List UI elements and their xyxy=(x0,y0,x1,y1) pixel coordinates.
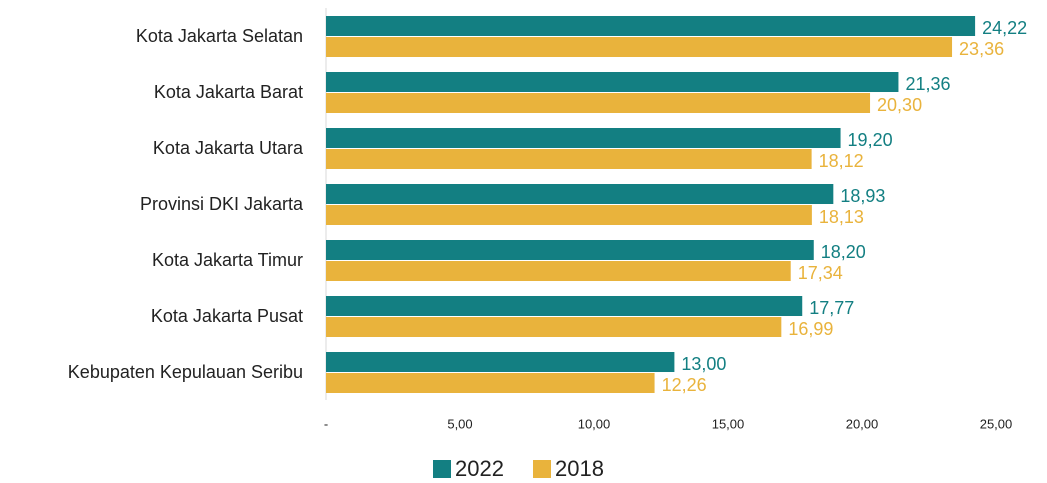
bar xyxy=(326,240,814,260)
bar xyxy=(326,373,655,393)
value-label: 12,26 xyxy=(662,375,707,395)
legend-swatch xyxy=(433,460,451,478)
bar xyxy=(326,261,791,281)
legend-label: 2018 xyxy=(555,456,604,481)
bar xyxy=(326,149,812,169)
value-label: 18,20 xyxy=(821,242,866,262)
y-tick-label: Kota Jakarta Pusat xyxy=(151,306,303,326)
value-label: 23,36 xyxy=(959,39,1004,59)
bar xyxy=(326,317,782,337)
x-tick-label: 5,00 xyxy=(447,416,472,431)
bar xyxy=(326,205,812,225)
value-label: 17,77 xyxy=(809,298,854,318)
y-tick-label: Kota Jakarta Utara xyxy=(153,138,304,158)
y-tick-label: Kota Jakarta Timur xyxy=(152,250,303,270)
y-tick-label: Kota Jakarta Barat xyxy=(154,82,303,102)
value-label: 18,13 xyxy=(819,207,864,227)
x-tick-label: 25,00 xyxy=(980,416,1013,431)
x-tick-label: - xyxy=(324,416,328,431)
bar xyxy=(326,37,953,57)
bar xyxy=(326,93,871,113)
legend-swatch xyxy=(533,460,551,478)
value-label: 21,36 xyxy=(905,74,950,94)
value-label: 16,99 xyxy=(788,319,833,339)
bar xyxy=(326,72,899,92)
bar xyxy=(326,184,834,204)
value-label: 20,30 xyxy=(877,95,922,115)
x-tick-label: 15,00 xyxy=(712,416,745,431)
bar xyxy=(326,296,803,316)
value-label: 13,00 xyxy=(681,354,726,374)
y-tick-label: Kota Jakarta Selatan xyxy=(136,26,303,46)
y-tick-label: Provinsi DKI Jakarta xyxy=(140,194,304,214)
value-label: 18,93 xyxy=(840,186,885,206)
y-tick-label: Kebupaten Kepulauan Seribu xyxy=(68,362,303,382)
bar xyxy=(326,352,675,372)
legend-label: 2022 xyxy=(455,456,504,481)
value-label: 18,12 xyxy=(819,151,864,171)
value-label: 24,22 xyxy=(982,18,1027,38)
bar xyxy=(326,128,841,148)
bar xyxy=(326,16,976,36)
value-label: 17,34 xyxy=(798,263,843,283)
x-tick-label: 20,00 xyxy=(846,416,879,431)
x-tick-label: 10,00 xyxy=(578,416,611,431)
value-label: 19,20 xyxy=(848,130,893,150)
